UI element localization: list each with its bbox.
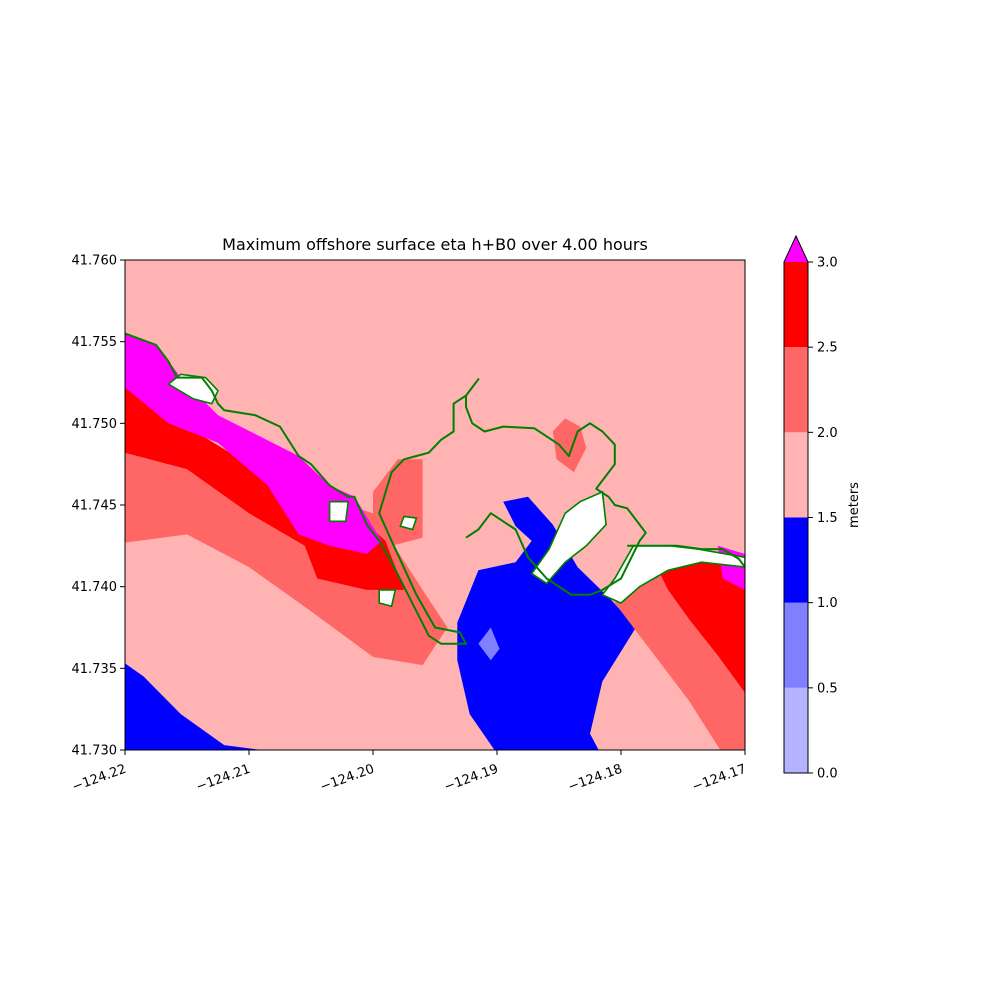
eta-region-1-0-1-5-4	[125, 663, 262, 750]
colorbar-tick-label: 2.0	[817, 426, 838, 441]
surface-eta-map	[125, 260, 745, 750]
land-area-0	[530, 490, 607, 585]
colorbar-label: meters	[847, 482, 862, 528]
x-tick-label: −124.22	[70, 762, 128, 795]
x-tick-label: −124.21	[194, 762, 252, 795]
colorbar-tick-label: 1.0	[817, 596, 838, 611]
colorbar-tick-label: 0.0	[817, 767, 838, 782]
colorbar-bin-5	[784, 262, 808, 348]
eta-region-0-5-1-0-6	[478, 627, 500, 661]
y-tick-label: 41.735	[72, 662, 118, 677]
y-tick-label: 41.760	[72, 254, 118, 269]
colorbar-tick-label: 3.0	[817, 256, 838, 271]
colorbar-bin-4	[784, 347, 808, 433]
colorbar-bin-2	[784, 517, 808, 603]
x-tick-label: −124.19	[442, 762, 500, 795]
shoreline-contour-1	[627, 544, 745, 568]
x-tick-label: −124.18	[566, 762, 624, 795]
colorbar-bin-3	[784, 432, 808, 518]
x-tick-label: −124.20	[318, 762, 376, 795]
y-tick-label: 41.730	[72, 744, 118, 759]
y-tick-label: 41.745	[72, 499, 118, 514]
eta-region-1-0-1-5-5	[457, 496, 636, 750]
x-axis: −124.22 −124.21 −124.20 −124.19 −124.18 −124.…	[70, 750, 748, 795]
y-tick-label: 41.740	[72, 580, 118, 595]
land-area-3	[328, 500, 350, 523]
colorbar-tick-label: 2.5	[817, 341, 838, 356]
land-area-4	[378, 589, 397, 608]
colorbar-outline	[783, 234, 809, 774]
chart-title: Maximum offshore surface eta h+B0 over 4…	[222, 235, 648, 254]
colorbar-bin-0	[784, 687, 808, 773]
y-tick-label: 41.750	[72, 417, 118, 432]
eta-region-2-5-3-0-8	[633, 545, 745, 693]
colorbar-tick-label: 0.5	[817, 681, 838, 696]
x-tick-label: −124.17	[690, 762, 748, 795]
colorbar: 0.0 0.5 1.0 1.5 2.0 2.5 3.0	[783, 234, 838, 782]
colorbar-tick-label: 1.5	[817, 511, 838, 526]
land-area-5	[399, 515, 418, 531]
colorbar-extend-arrow	[784, 236, 808, 262]
shoreline-contour-0	[125, 332, 647, 645]
colorbar-bin-1	[784, 602, 808, 688]
y-tick-label: 41.755	[72, 335, 118, 350]
y-axis: 41.730 41.735 41.740 41.745 41.750 41.755 41.7…	[72, 254, 125, 759]
